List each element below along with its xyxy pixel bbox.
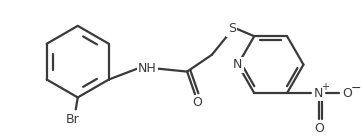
Text: Br: Br xyxy=(66,113,80,126)
Text: S: S xyxy=(228,22,236,35)
Text: N: N xyxy=(233,58,243,71)
Text: O: O xyxy=(342,87,352,100)
Text: O: O xyxy=(314,122,324,135)
Text: NH: NH xyxy=(138,62,157,75)
Text: +: + xyxy=(321,82,329,92)
Text: N: N xyxy=(314,87,323,100)
Text: O: O xyxy=(192,96,202,109)
Text: −: − xyxy=(351,82,361,95)
